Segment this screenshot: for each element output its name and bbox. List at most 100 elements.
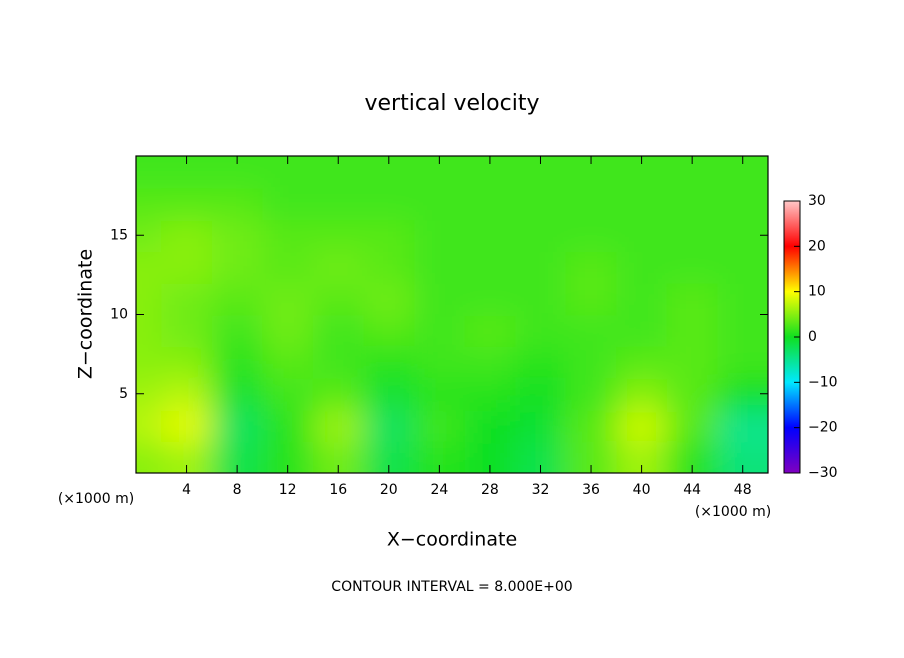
cell <box>414 441 466 473</box>
cell <box>515 409 567 443</box>
field <box>136 156 768 473</box>
cell <box>464 409 517 443</box>
cell <box>464 282 517 316</box>
cell <box>515 187 567 221</box>
colorbar-tick-label: −30 <box>808 465 838 481</box>
cell <box>414 314 466 348</box>
cell <box>312 282 365 316</box>
cell <box>717 409 768 443</box>
cell <box>616 314 668 348</box>
cell <box>616 282 668 316</box>
cell <box>565 346 618 379</box>
cell <box>565 156 618 189</box>
cell <box>363 441 416 473</box>
cell <box>464 377 517 411</box>
cell <box>666 346 719 379</box>
cells <box>136 156 768 473</box>
cell <box>565 187 618 221</box>
cell <box>312 346 365 379</box>
cell <box>161 187 213 221</box>
cell <box>464 187 517 221</box>
x-tick-label: 24 <box>430 482 448 498</box>
cell <box>161 346 213 379</box>
cell <box>363 346 416 379</box>
cell <box>666 219 719 253</box>
cell <box>565 441 618 473</box>
x-tick-label: 40 <box>633 482 651 498</box>
cell <box>312 377 365 411</box>
cell <box>565 251 618 284</box>
cell <box>464 251 517 284</box>
cell <box>717 314 768 348</box>
cell <box>136 346 163 379</box>
cell <box>312 314 365 348</box>
cell <box>717 251 768 284</box>
cell <box>414 156 466 189</box>
cell <box>666 251 719 284</box>
cell <box>414 282 466 316</box>
cell <box>136 441 163 473</box>
cell <box>464 441 517 473</box>
x-tick-label: 16 <box>329 482 347 498</box>
x-tick-label: 4 <box>182 482 191 498</box>
x-tick-label: 44 <box>683 482 701 498</box>
cell <box>616 409 668 443</box>
x-axis-label: X−coordinate <box>387 529 517 551</box>
cell <box>312 187 365 221</box>
colorbar-tick-label: 20 <box>808 238 826 254</box>
cell <box>211 314 264 348</box>
x-tick-label: 48 <box>734 482 752 498</box>
cell <box>666 156 719 189</box>
cell <box>262 187 314 221</box>
cell <box>616 377 668 411</box>
y-tick-label: 5 <box>119 386 128 402</box>
cell <box>262 346 314 379</box>
cell <box>262 409 314 443</box>
cell <box>565 377 618 411</box>
cell <box>161 219 213 253</box>
cell <box>312 409 365 443</box>
cell <box>464 314 517 348</box>
x-tick-label: 28 <box>481 482 499 498</box>
cell <box>515 314 567 348</box>
cell <box>565 219 618 253</box>
cell <box>161 282 213 316</box>
cell <box>136 251 163 284</box>
colorbar-tick-label: 10 <box>808 284 826 300</box>
cell <box>363 314 416 348</box>
cell <box>211 156 264 189</box>
cell <box>717 156 768 189</box>
cell <box>161 251 213 284</box>
x-tick-label: 36 <box>582 482 600 498</box>
cell <box>211 219 264 253</box>
cell <box>414 187 466 221</box>
cell <box>161 314 213 348</box>
cell <box>211 346 264 379</box>
cell <box>464 156 517 189</box>
cell <box>464 219 517 253</box>
cell <box>262 156 314 189</box>
cell <box>616 187 668 221</box>
cell <box>717 187 768 221</box>
x-unit-label: (×1000 m) <box>58 491 134 507</box>
cell <box>262 441 314 473</box>
y-tick-label: 10 <box>110 307 128 323</box>
cell <box>136 377 163 411</box>
cell <box>515 377 567 411</box>
cell <box>136 282 163 316</box>
cell <box>565 409 618 443</box>
cell <box>666 187 719 221</box>
x-tick-label: 20 <box>380 482 398 498</box>
cell <box>414 251 466 284</box>
cell <box>515 346 567 379</box>
y-axis-label: Z−coordinate <box>75 249 97 379</box>
cell <box>717 219 768 253</box>
colorbar-tick-label: −10 <box>808 374 838 390</box>
cell <box>211 282 264 316</box>
cell <box>161 441 213 473</box>
cell <box>464 346 517 379</box>
cell <box>414 409 466 443</box>
cell <box>515 282 567 316</box>
cell <box>565 314 618 348</box>
